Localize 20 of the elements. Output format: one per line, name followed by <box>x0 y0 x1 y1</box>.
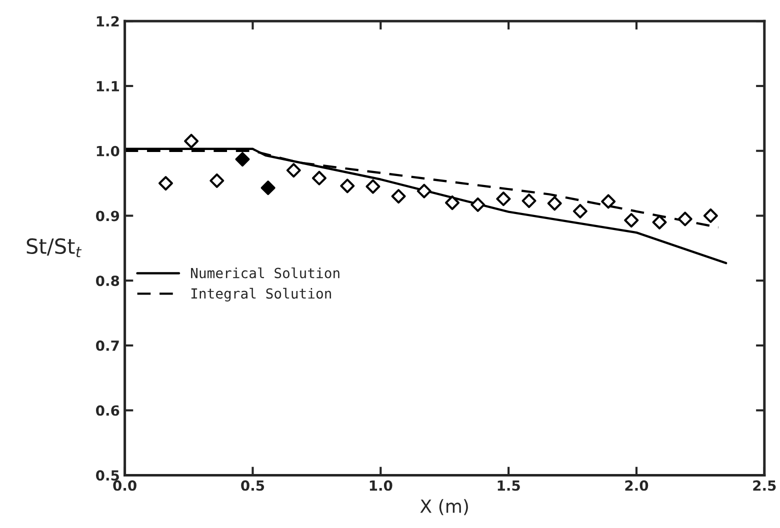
y-tick-label: 0.8 <box>96 276 120 286</box>
legend-label: Numerical Solution <box>191 267 340 278</box>
x-tick-label: 1.0 <box>370 480 392 491</box>
x-axis-title: X (m) <box>420 499 468 516</box>
y-tick-label: 1.2 <box>96 16 119 26</box>
legend-label: Integral Solution <box>191 288 331 302</box>
x-tick-label: 0.0 <box>113 480 136 491</box>
y-tick-label: 0.9 <box>96 210 120 222</box>
y-tick-label: 1.0 <box>96 146 120 156</box>
y-tick-label: 0.6 <box>96 405 120 416</box>
y-tick-label: 0.5 <box>96 470 119 481</box>
x-tick-label: 0.5 <box>241 480 264 491</box>
y-tick-label: 0.7 <box>96 340 119 351</box>
y-tick-label: 1.1 <box>96 81 119 92</box>
y-axis-title: St/St$_{t}$ <box>26 238 82 258</box>
point <box>260 180 276 196</box>
x-tick-label: 1.5 <box>498 480 520 491</box>
x-tick-label: 2.0 <box>625 480 648 491</box>
x-tick-label: 2.5 <box>753 480 776 491</box>
point <box>235 152 250 167</box>
